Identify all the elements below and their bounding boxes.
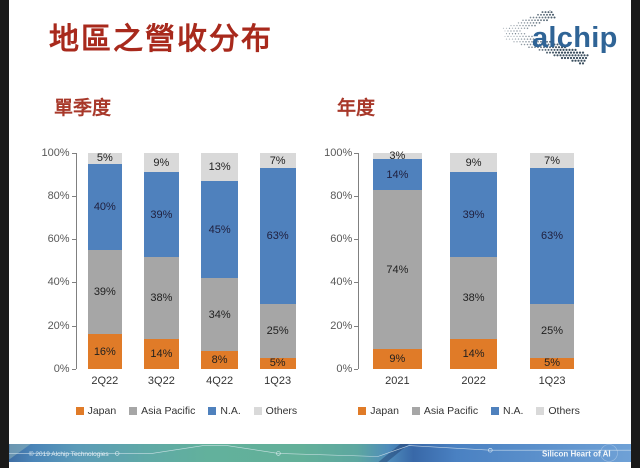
- svg-text:Silicon Heart of AI: Silicon Heart of AI: [542, 450, 611, 459]
- svg-text:© 2019 Alchip Technologies: © 2019 Alchip Technologies: [29, 450, 110, 458]
